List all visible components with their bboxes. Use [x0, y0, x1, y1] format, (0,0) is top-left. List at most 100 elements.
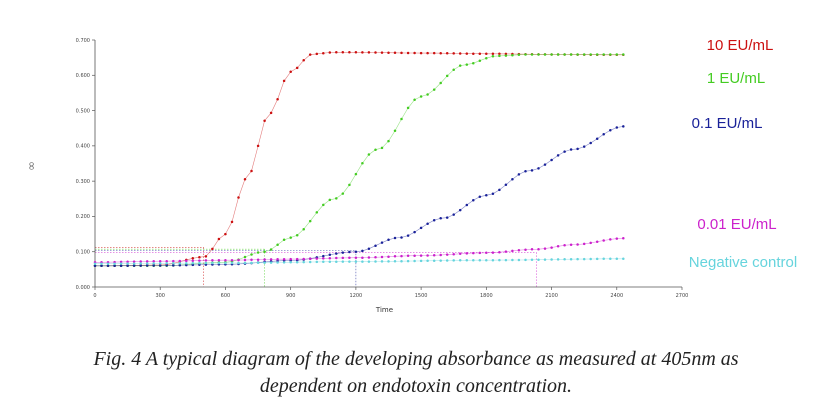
- data-point: [263, 258, 266, 261]
- data-point: [615, 257, 619, 261]
- series-0-01-eu-ml: [93, 237, 625, 264]
- data-point: [374, 244, 377, 247]
- data-point: [250, 261, 253, 265]
- x-tick-label: 1200: [350, 293, 363, 299]
- data-point: [217, 237, 221, 241]
- data-point: [387, 260, 390, 263]
- y-tick-label: 0.300: [76, 179, 90, 185]
- data-point: [276, 97, 279, 101]
- data-point: [152, 262, 155, 265]
- data-point: [282, 261, 286, 264]
- data-point: [204, 259, 208, 262]
- data-point: [250, 258, 253, 262]
- data-point: [426, 93, 429, 96]
- series-10-eu-ml: [93, 51, 625, 268]
- data-point: [302, 257, 305, 261]
- series-0-1-eu-ml-line: [95, 126, 624, 267]
- data-point: [589, 141, 592, 145]
- data-point: [485, 194, 488, 197]
- data-point: [472, 61, 475, 65]
- data-point: [145, 262, 149, 265]
- data-point: [282, 257, 286, 261]
- data-point: [211, 261, 214, 265]
- data-point: [563, 53, 566, 56]
- data-point: [152, 264, 155, 267]
- side-glyph: ∞: [25, 161, 39, 171]
- data-point: [211, 259, 214, 262]
- series-0-1-eu-ml: [93, 125, 625, 268]
- data-point: [341, 192, 345, 195]
- chart-axes: 0.000 0.100 0.200 0.300 0.400 0.500 0.600 0.700…: [25, 38, 688, 314]
- data-point: [615, 126, 619, 129]
- data-point: [517, 258, 521, 262]
- data-point: [478, 251, 482, 255]
- data-point: [511, 249, 514, 253]
- data-point: [315, 211, 319, 214]
- data-point: [126, 262, 129, 265]
- data-point: [452, 213, 455, 216]
- data-point: [406, 51, 410, 55]
- data-point: [413, 259, 416, 263]
- data-point: [595, 53, 599, 56]
- data-point: [576, 147, 579, 151]
- data-point: [354, 51, 358, 54]
- data-point: [543, 247, 547, 250]
- data-point: [295, 233, 299, 237]
- data-point: [315, 52, 319, 56]
- data-point: [93, 264, 97, 268]
- data-point: [302, 227, 305, 231]
- data-point: [250, 253, 253, 256]
- data-point: [589, 257, 592, 261]
- data-point: [485, 52, 488, 56]
- data-point: [569, 257, 573, 261]
- data-point: [432, 51, 436, 55]
- data-point: [504, 258, 508, 262]
- data-point: [419, 95, 423, 98]
- data-point: [348, 250, 351, 254]
- data-point: [126, 264, 129, 267]
- data-point: [302, 260, 305, 264]
- data-point: [452, 259, 455, 262]
- data-point: [439, 259, 442, 262]
- data-point: [550, 53, 553, 56]
- data-point: [289, 70, 292, 74]
- data-point: [491, 192, 495, 196]
- data-point: [263, 250, 266, 253]
- data-point: [582, 53, 586, 56]
- data-point: [354, 172, 358, 176]
- data-point: [556, 154, 560, 157]
- data-point: [289, 257, 292, 261]
- data-point: [432, 259, 436, 262]
- data-point: [335, 51, 338, 54]
- data-point: [609, 53, 612, 56]
- data-point: [289, 261, 292, 264]
- data-point: [400, 117, 403, 121]
- data-point: [113, 262, 116, 265]
- data-point: [106, 264, 110, 268]
- data-point: [426, 222, 429, 225]
- series-1-eu-ml-line: [95, 54, 624, 267]
- data-point: [374, 148, 377, 151]
- data-point: [158, 259, 162, 263]
- data-point: [419, 254, 423, 257]
- data-point: [498, 258, 501, 262]
- data-point: [295, 260, 299, 264]
- data-point: [537, 167, 540, 170]
- data-point: [328, 51, 332, 54]
- data-point: [178, 263, 182, 267]
- data-point: [406, 259, 410, 263]
- data-point: [328, 253, 332, 257]
- data-point: [354, 260, 358, 263]
- data-point: [191, 259, 195, 262]
- data-point: [380, 255, 384, 259]
- data-point: [172, 259, 175, 263]
- y-tick-label: 0.700: [76, 38, 90, 44]
- data-point: [367, 51, 371, 54]
- data-point: [348, 260, 351, 263]
- data-point: [113, 264, 116, 268]
- data-point: [341, 51, 345, 54]
- data-point: [413, 254, 416, 257]
- data-point: [556, 245, 560, 248]
- data-point: [472, 52, 475, 55]
- data-point: [380, 51, 384, 54]
